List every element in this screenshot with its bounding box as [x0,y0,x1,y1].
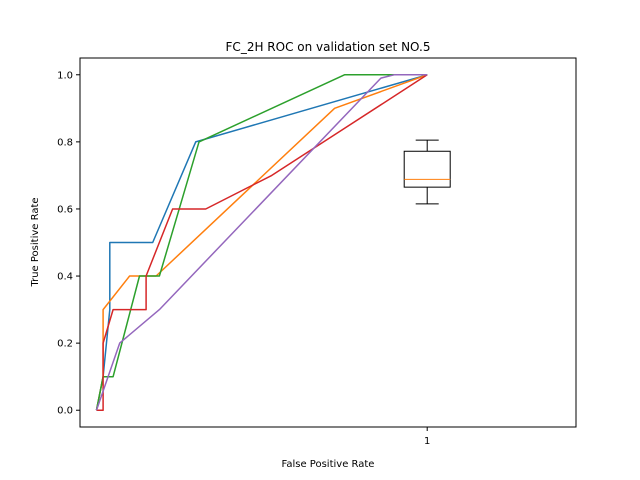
y-tick-label: 0.0 [57,406,73,417]
roc-curve-3 [95,74,428,411]
roc-curve-1 [95,74,428,411]
x-tick-label: 1 [424,436,430,447]
chart-title: FC_2H ROC on validation set NO.5 [226,40,431,54]
axes-frame [79,57,577,428]
boxplot [403,139,451,205]
x-axis: 1 [424,427,430,447]
y-axis: 0.0 0.2 0.4 0.6 0.8 1.0 [57,70,80,417]
y-tick-label: 0.8 [57,137,73,148]
y-tick-label: 0.2 [57,339,73,350]
y-tick-label: 0.4 [57,272,73,283]
y-axis-label: True Positive Rate [30,197,41,287]
roc-curve-5 [95,74,428,411]
boxplot-box [403,150,451,188]
x-axis-label: False Positive Rate [282,459,375,470]
roc-curve-4 [96,74,428,411]
plot-area [95,74,451,411]
y-tick-label: 1.0 [57,70,73,81]
y-tick-label: 0.6 [57,204,73,215]
